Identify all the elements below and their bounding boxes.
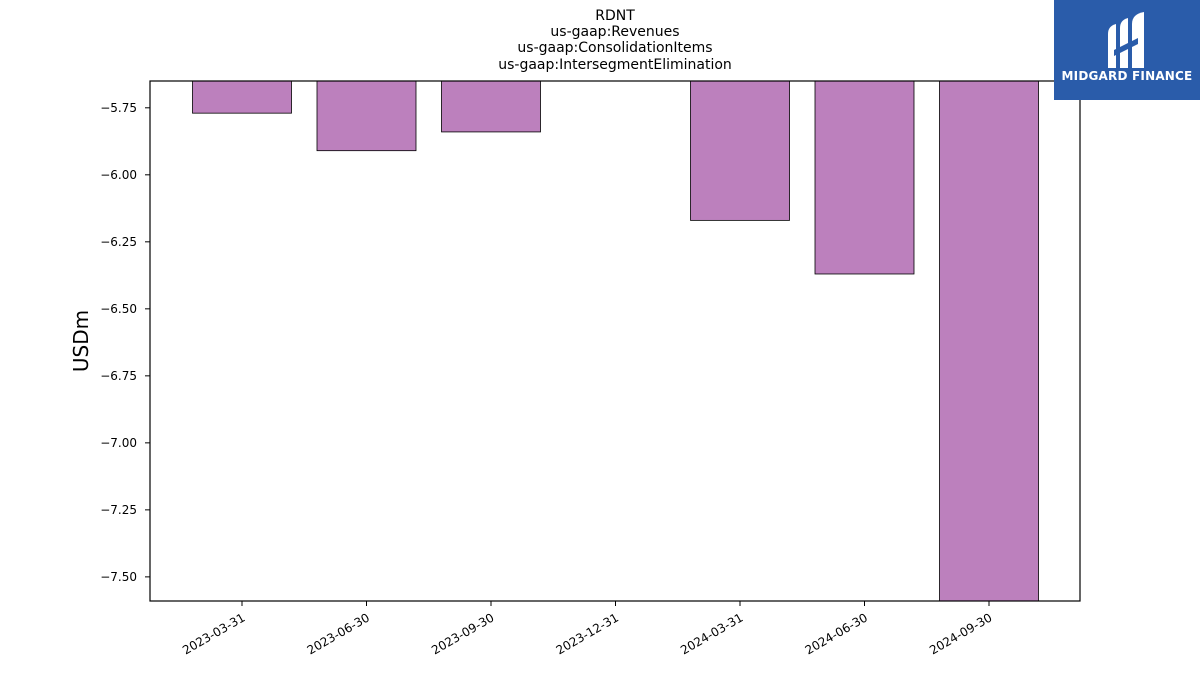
x-tick-label: 2023-09-30 [429,610,496,657]
x-axis: 2023-03-31 2023-06-30 2023-09-30 2023-12-31… [180,601,995,657]
y-tick-label: −5.75 [100,101,137,115]
bar-2023-06-30 [316,80,417,152]
x-tick-label: 2024-03-31 [678,610,745,657]
y-tick-label: −6.25 [100,235,137,249]
y-tick-label: −6.75 [100,369,137,383]
brand-name: MIDGARD FINANCE [1061,69,1193,83]
bar-2023-03-31 [192,80,292,114]
x-tick-label: 2023-06-30 [305,610,372,657]
x-tick-label: 2023-03-31 [180,610,247,657]
bar-2024-06-30 [814,80,915,275]
midgard-logo-icon [1108,12,1144,68]
y-tick-label: −7.50 [100,570,137,584]
chart-title: RDNT us-gaap:Revenues us-gaap:Consolidat… [498,8,732,73]
bar-2023-09-30 [441,80,541,133]
x-tick-label: 2023-12-31 [554,610,621,657]
brand-logo: MIDGARD FINANCE [1054,0,1200,100]
chart-title-line: us-gaap:Revenues [550,24,679,40]
y-tick-label: −6.50 [100,302,137,316]
chart-title-line: us-gaap:ConsolidationItems [517,40,712,56]
x-tick-label: 2024-06-30 [803,610,870,657]
y-axis-label: USDm [69,310,93,372]
y-axis: −7.50 −7.25 −7.00 −6.75 −6.50 −6.25 −6.00 −5.75 [100,101,150,584]
bar-2024-09-30 [939,80,1039,602]
bar-2024-03-31 [690,80,790,221]
chart-title-line: RDNT [595,8,635,24]
y-tick-label: −7.00 [100,436,137,450]
x-tick-label: 2024-09-30 [927,610,994,657]
chart-title-line: us-gaap:IntersegmentElimination [498,57,732,73]
y-tick-label: −6.00 [100,168,137,182]
y-tick-label: −7.25 [100,503,137,517]
bar-series [192,80,1039,602]
